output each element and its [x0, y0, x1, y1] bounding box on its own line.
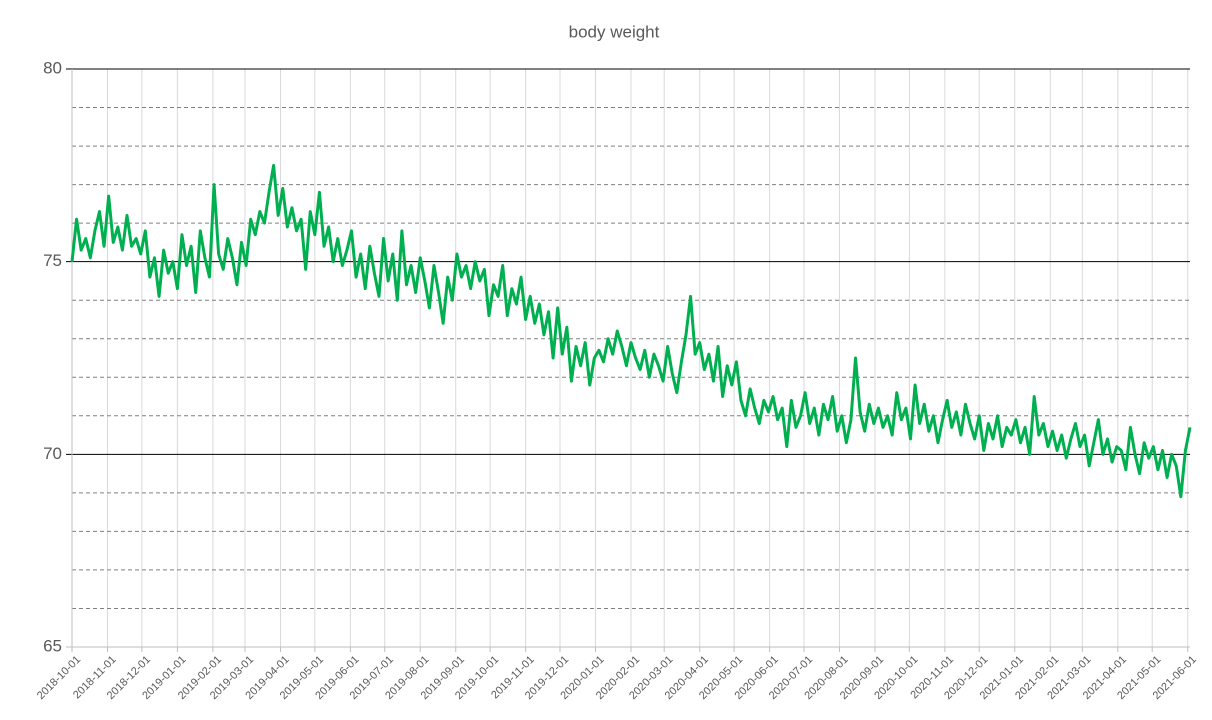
chart-title: body weight [569, 22, 660, 41]
y-tick-label: 65 [43, 636, 62, 655]
y-tick-label: 70 [43, 444, 62, 463]
data-line [70, 163, 1192, 499]
y-tick-label: 75 [43, 251, 62, 270]
y-tick-label: 80 [43, 58, 62, 77]
